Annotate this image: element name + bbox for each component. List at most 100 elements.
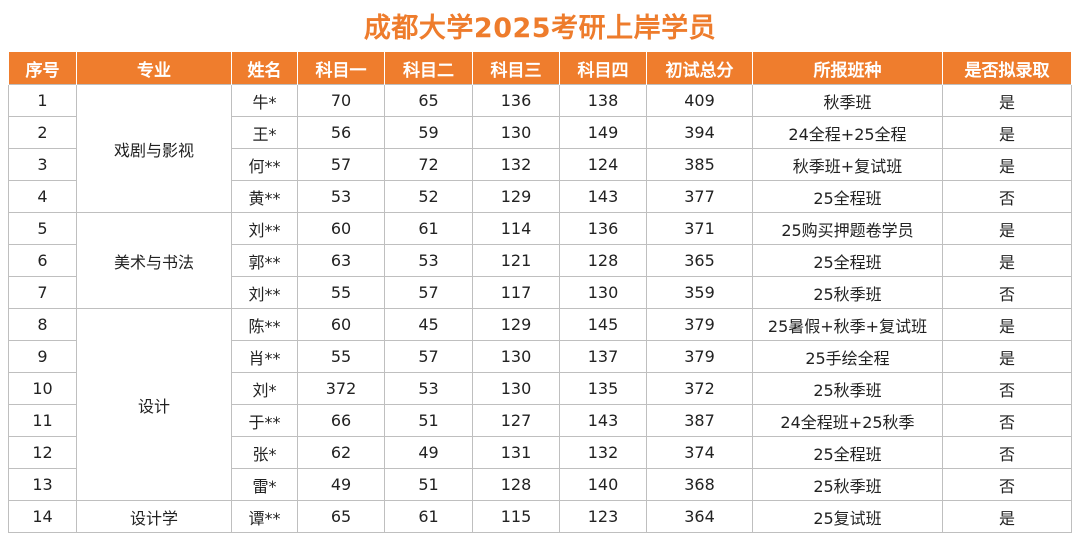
cell-no: 6 — [8, 244, 77, 277]
cell-subject-1: 63 — [297, 244, 385, 277]
cell-subject-1: 49 — [297, 468, 385, 501]
cell-total: 359 — [646, 276, 753, 309]
page-title: 成都大学2025考研上岸学员 — [363, 12, 717, 44]
cell-subject-2: 59 — [384, 116, 473, 149]
cell-subject-3: 129 — [472, 180, 560, 213]
cell-subject-1: 56 — [297, 116, 385, 149]
cell-subject-3: 127 — [472, 404, 560, 437]
cell-class-type: 25秋季班 — [752, 468, 943, 501]
cell-subject-2: 72 — [384, 148, 473, 181]
cell-name: 牛* — [231, 84, 298, 117]
cell-major: 美术与书法 — [76, 212, 232, 309]
cell-subject-4: 136 — [559, 212, 647, 245]
cell-subject-4: 140 — [559, 468, 647, 501]
cell-class-type: 25全程班 — [752, 436, 943, 469]
table-row: 8 设计 陈** 60 45 129 145 379 25暑假+秋季+复试班是 — [8, 308, 1072, 501]
cell-subject-4: 123 — [559, 500, 647, 533]
header-subject-1: 科目一 — [297, 52, 385, 85]
cell-subject-3: 129 — [472, 308, 560, 341]
cell-subject-1: 70 — [297, 84, 385, 117]
table-row: 2 王* 56 59 130 149 394 24全程+25全程是 — [8, 116, 1072, 149]
cell-major: 设计 — [76, 308, 232, 501]
cell-subject-4: 124 — [559, 148, 647, 181]
cell-subject-2: 61 — [384, 500, 473, 533]
cell-class-type: 24全程班+25秋季 — [752, 404, 943, 437]
cell-name: 张* — [231, 436, 298, 469]
cell-class-type: 25全程班 — [752, 244, 943, 277]
cell-subject-3: 117 — [472, 276, 560, 309]
cell-subject-1: 55 — [297, 276, 385, 309]
cell-subject-1: 60 — [297, 212, 385, 245]
cell-total: 379 — [646, 340, 753, 373]
cell-name: 刘** — [231, 276, 298, 309]
table-row: 6 郭** 63 53 121 128 365 25全程班是 — [8, 244, 1072, 277]
cell-admitted: 是 — [942, 244, 1072, 277]
table-row: 10 刘* 372 53 130 135 372 25秋季班否 — [8, 372, 1072, 405]
cell-admitted: 否 — [942, 468, 1072, 501]
cell-admitted: 否 — [942, 436, 1072, 469]
cell-subject-3: 131 — [472, 436, 560, 469]
cell-name: 于** — [231, 404, 298, 437]
cell-subject-4: 143 — [559, 404, 647, 437]
cell-subject-1: 53 — [297, 180, 385, 213]
cell-admitted: 是 — [942, 212, 1072, 245]
cell-subject-1: 55 — [297, 340, 385, 373]
cell-name: 雷* — [231, 468, 298, 501]
cell-subject-4: 145 — [559, 308, 647, 341]
cell-subject-3: 114 — [472, 212, 560, 245]
cell-admitted: 是 — [942, 340, 1072, 373]
header-subject-2: 科目二 — [384, 52, 473, 85]
cell-subject-2: 49 — [384, 436, 473, 469]
table-body: 1 戏剧与影视 牛* 70 65 136 138 409 秋季班是 2 王* 56 59 130 149 39… — [8, 84, 1072, 533]
table-row: 14 设计学 谭** 65 61 115 123 364 25复试班是 — [8, 500, 1072, 533]
cell-admitted: 是 — [942, 84, 1072, 117]
table-row: 7 刘** 55 57 117 130 359 25秋季班否 — [8, 276, 1072, 309]
table-row: 3 何** 57 72 132 124 385 秋季班+复试班是 — [8, 148, 1072, 181]
cell-subject-1: 62 — [297, 436, 385, 469]
cell-class-type: 25暑假+秋季+复试班 — [752, 308, 943, 341]
cell-no: 2 — [8, 116, 77, 149]
cell-subject-1: 57 — [297, 148, 385, 181]
cell-no: 14 — [8, 500, 77, 533]
cell-subject-4: 135 — [559, 372, 647, 405]
cell-total: 371 — [646, 212, 753, 245]
table-header-row: 序号 专业 姓名 科目一 科目二 科目三 科目四 初试总分 所报班种 是否拟录取 — [8, 52, 1072, 85]
cell-class-type: 秋季班 — [752, 84, 943, 117]
cell-subject-3: 130 — [472, 340, 560, 373]
cell-admitted: 否 — [942, 276, 1072, 309]
cell-subject-4: 137 — [559, 340, 647, 373]
cell-no: 9 — [8, 340, 77, 373]
cell-name: 刘* — [231, 372, 298, 405]
cell-subject-4: 128 — [559, 244, 647, 277]
cell-subject-1: 372 — [297, 372, 385, 405]
cell-admitted: 否 — [942, 372, 1072, 405]
header-subject-4: 科目四 — [559, 52, 647, 85]
cell-major: 戏剧与影视 — [76, 84, 232, 213]
cell-subject-4: 138 — [559, 84, 647, 117]
cell-admitted: 否 — [942, 404, 1072, 437]
cell-admitted: 否 — [942, 180, 1072, 213]
cell-subject-1: 60 — [297, 308, 385, 341]
cell-subject-2: 51 — [384, 404, 473, 437]
cell-class-type: 25复试班 — [752, 500, 943, 533]
cell-admitted: 是 — [942, 500, 1072, 533]
cell-no: 11 — [8, 404, 77, 437]
cell-class-type: 25秋季班 — [752, 372, 943, 405]
cell-name: 陈** — [231, 308, 298, 341]
cell-subject-3: 121 — [472, 244, 560, 277]
cell-class-type: 秋季班+复试班 — [752, 148, 943, 181]
cell-no: 10 — [8, 372, 77, 405]
header-no: 序号 — [8, 52, 77, 85]
cell-subject-3: 130 — [472, 372, 560, 405]
cell-total: 374 — [646, 436, 753, 469]
cell-subject-4: 143 — [559, 180, 647, 213]
cell-subject-2: 45 — [384, 308, 473, 341]
cell-class-type: 25全程班 — [752, 180, 943, 213]
cell-total: 394 — [646, 116, 753, 149]
cell-admitted: 是 — [942, 308, 1072, 341]
cell-total: 377 — [646, 180, 753, 213]
cell-subject-3: 115 — [472, 500, 560, 533]
header-admitted: 是否拟录取 — [942, 52, 1072, 85]
table-row: 12 张* 62 49 131 132 374 25全程班否 — [8, 436, 1072, 469]
header-total: 初试总分 — [646, 52, 753, 85]
